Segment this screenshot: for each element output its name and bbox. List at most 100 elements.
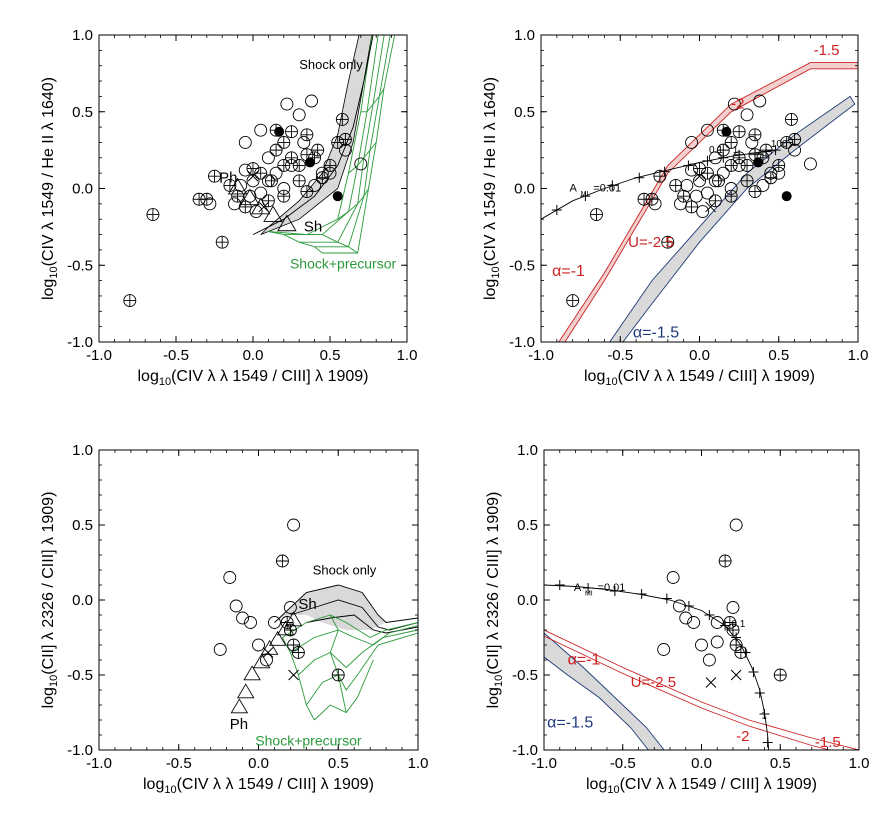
open-circle-marker <box>700 186 714 200</box>
plus-marker <box>659 166 670 177</box>
open-circle-marker <box>229 599 243 613</box>
plus-marker <box>634 172 645 183</box>
panel-1-annotations: Shock only Ph Sh Shock+precursor <box>219 57 396 272</box>
x-tick-label: 0.5 <box>320 347 341 364</box>
annotation-label: -1.5 <box>814 42 840 59</box>
precursor-grid-line <box>360 88 385 113</box>
crossed-circle-cross <box>270 144 283 157</box>
precursor-grid-line <box>298 629 418 676</box>
crossed-circle-cross <box>712 174 725 187</box>
annotation-label: 1 <box>761 711 767 722</box>
open-circle-marker <box>680 178 694 192</box>
x-tick-label: 0.0 <box>691 755 712 772</box>
crossed-circle-cross <box>725 159 738 172</box>
annotation-label: Shock only <box>299 57 363 72</box>
open-circle-marker <box>710 635 724 649</box>
plus-marker <box>704 610 715 620</box>
triangle-marker <box>230 698 249 714</box>
y-tick-label: -1.0 <box>67 334 93 351</box>
plot-frame <box>98 449 419 751</box>
crossed-circle-cross <box>223 179 236 192</box>
annotation-label: α=-1.5 <box>633 324 679 341</box>
open-circle-marker <box>753 94 767 108</box>
filled-circle-marker <box>274 126 285 137</box>
y-tick-label: -1.0 <box>509 334 535 351</box>
plus-marker <box>702 155 713 166</box>
crossed-circle-cross <box>331 136 344 149</box>
x-marker <box>258 201 270 213</box>
crossed-circle-cross <box>300 128 313 141</box>
annotation-label: Ph <box>230 716 248 733</box>
plus-marker <box>759 709 770 719</box>
crossed-circle-cross <box>741 159 754 172</box>
crossed-circle-cross <box>324 159 336 172</box>
plus-marker <box>636 589 647 599</box>
plus-marker <box>762 737 773 748</box>
crossed-circle-cross <box>336 113 349 126</box>
precursor-grid-line <box>268 231 323 254</box>
panel-1-plot <box>123 35 396 308</box>
y-tick-label: 0.0 <box>514 181 535 198</box>
triangle-marker <box>277 214 297 232</box>
panel-3-annotations: Shock only Sh Ph Shock+precursor <box>230 563 377 749</box>
shock-curve <box>252 35 374 236</box>
plus-marker <box>661 593 672 604</box>
y-tick-label: -0.5 <box>67 667 93 684</box>
x-marker <box>705 677 717 688</box>
x-marker <box>247 170 259 182</box>
plus-marker <box>580 191 591 202</box>
crossed-circle-cross <box>284 624 297 636</box>
crossed-circle-cross <box>262 194 275 207</box>
crossed-circle-cross <box>300 185 313 198</box>
crossed-circle-cross <box>316 171 329 184</box>
x-axis-label: log10(CIV λ λ 1549 / CIII] λ 1909) <box>586 776 817 796</box>
crossed-circle-cross <box>208 170 221 183</box>
precursor-grid-line <box>282 614 418 639</box>
open-circle-marker <box>238 163 252 177</box>
x-tick-label: 0.0 <box>248 755 269 772</box>
x-tick-label: -1.0 <box>86 347 112 364</box>
precursor-grid-line <box>290 625 418 653</box>
y-axis-label: log10(CIV λ 1549 / He II λ 1640) <box>40 77 60 300</box>
crossed-circle-cross <box>772 159 785 172</box>
x-marker <box>694 170 705 182</box>
precursor-grid-line <box>306 632 418 706</box>
x-tick-label: 1.0 <box>849 755 870 772</box>
panel-2-annotations: -1.5 -2 U=-2.5 α=-1 α=-1.5 AMI =0.01 0.1 1 100 <box>552 42 839 341</box>
annotation-label: A <box>574 582 582 594</box>
y-tick-label: 0.0 <box>517 592 538 609</box>
precursor-grid-line <box>299 35 385 243</box>
x-tick-label: -1.0 <box>86 755 112 772</box>
panel-2-axes: -1.0-1.0 -0.5 -0.5 0.0 0.0 0.5 0.5 1.0 1.0 log10(… <box>482 27 868 388</box>
x-tick-label: 0.5 <box>770 755 791 772</box>
panel-4-annotations: α=-1 U=-2.5 α=-1.5 -2 -1.5 A MI =0.01 0.1 1 <box>547 582 841 751</box>
y-tick-label: 1.0 <box>514 27 535 44</box>
open-circle-marker <box>283 601 297 614</box>
precursor-grid-line <box>268 35 373 236</box>
y-axis-label: log10(CIV λ 1549 / He II λ 1640) <box>482 77 502 300</box>
open-circle-marker <box>702 653 716 667</box>
alpha-1-line <box>544 635 832 750</box>
annotation-label: U=-2.5 <box>631 674 676 691</box>
open-circle-marker <box>280 97 294 111</box>
plus-marker <box>607 180 618 191</box>
open-circle-marker <box>238 135 252 149</box>
shock-curve <box>274 584 418 623</box>
open-circle-marker <box>674 197 687 211</box>
x-tick-label: 0.5 <box>328 755 349 772</box>
triangle-marker <box>243 665 261 681</box>
x-tick-label: -0.5 <box>610 755 636 772</box>
panel-1-axes: -1.0-1.0 -0.5 -0.5 0.0 0.0 0.5 0.5 1.0 1.0 log10(… <box>40 27 417 388</box>
alpha-1-band <box>558 62 858 342</box>
crossed-circle-cross <box>292 646 305 659</box>
crossed-circle-cross <box>760 144 773 157</box>
crossed-circle-cross <box>146 208 159 221</box>
crossed-circle-cross <box>123 294 136 307</box>
annotation-label: Sh <box>298 596 316 613</box>
triangle-marker <box>252 653 271 669</box>
precursor-grid-line <box>329 614 347 713</box>
crossed-circle-cross <box>719 555 732 567</box>
open-circle-marker <box>354 157 368 171</box>
open-circle-marker <box>268 616 281 629</box>
open-circle-marker <box>679 611 693 625</box>
